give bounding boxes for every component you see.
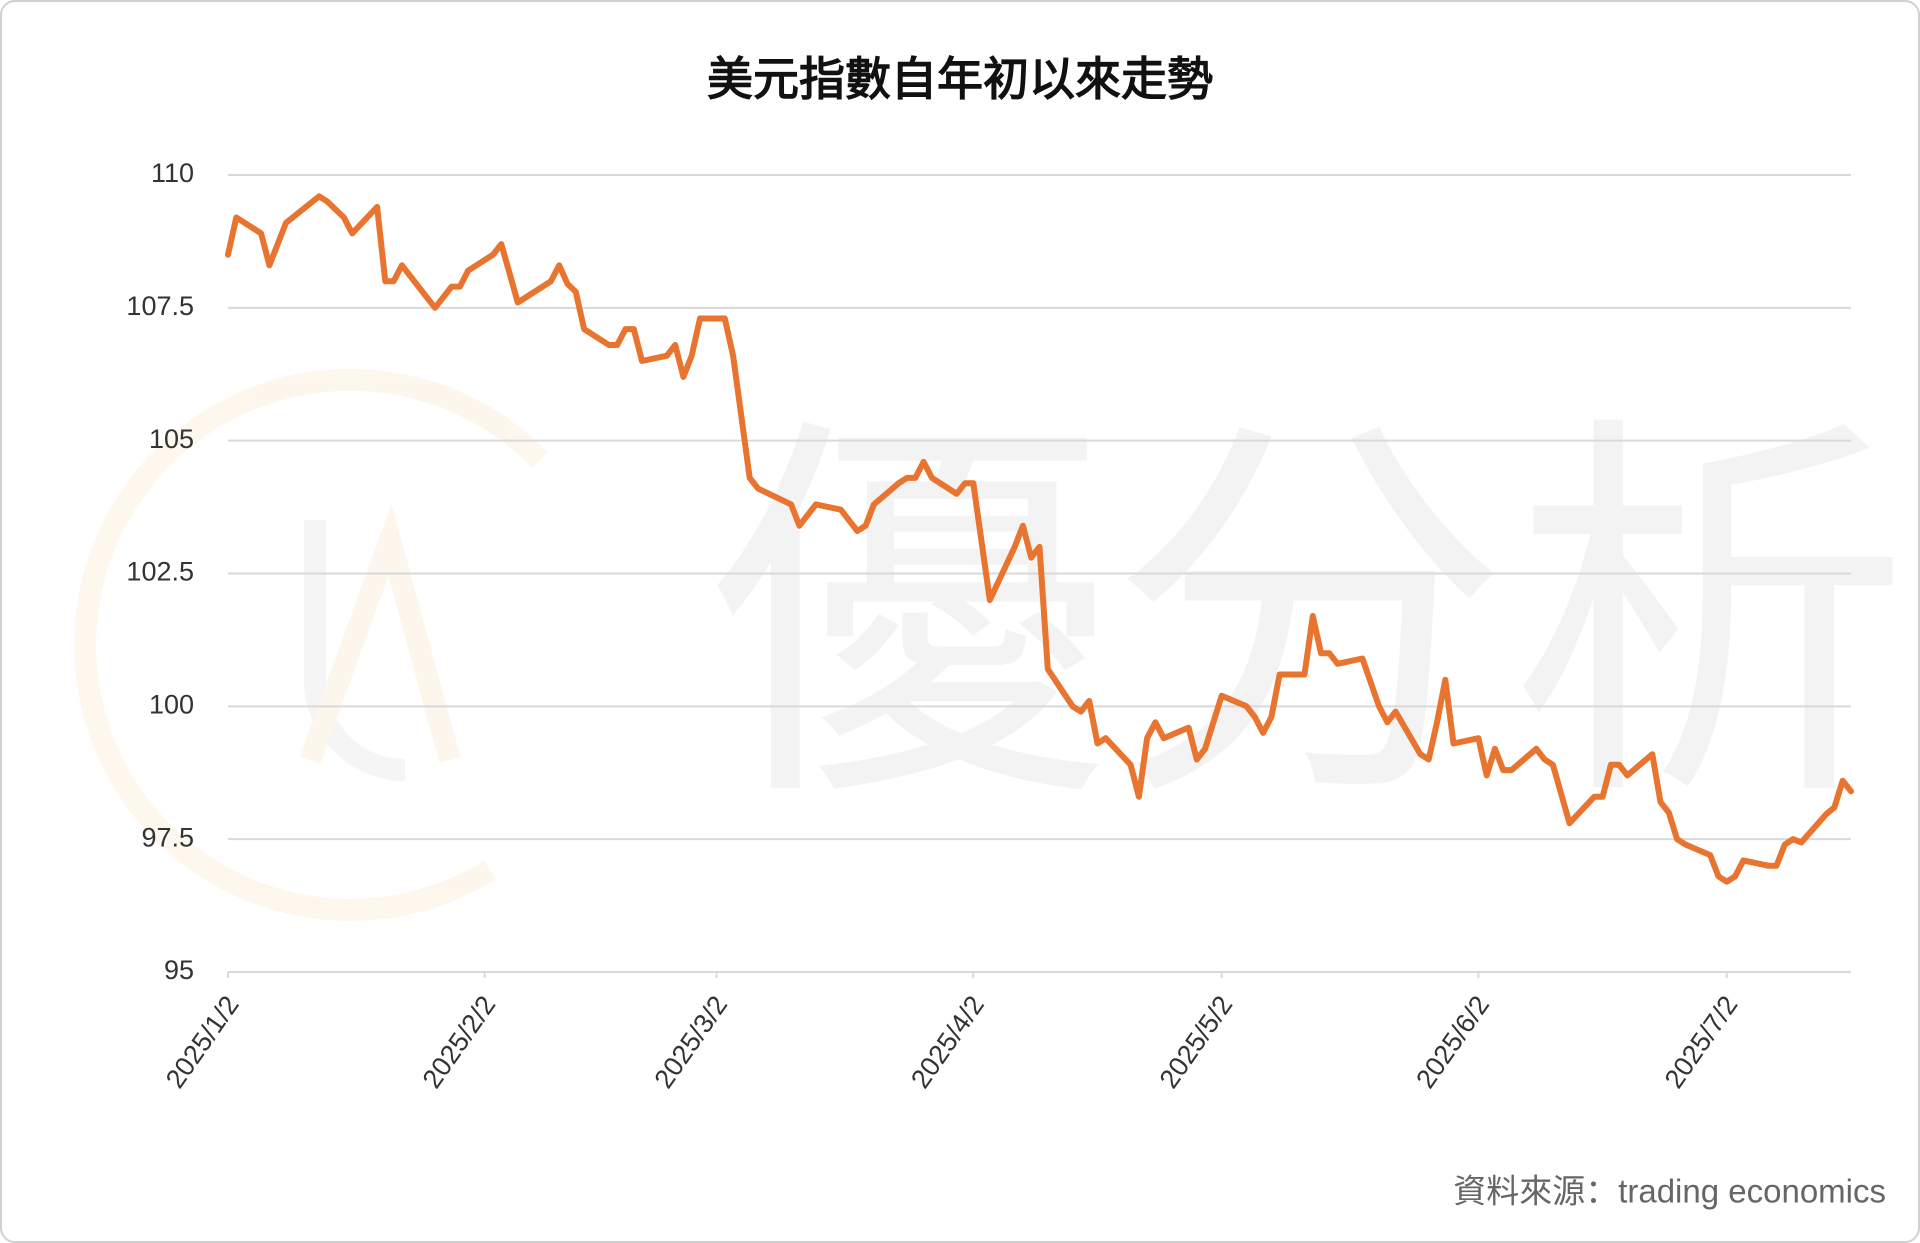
y-tick-label: 100 (149, 689, 194, 719)
y-tick-label: 97.5 (141, 822, 194, 852)
series-line (225, 193, 1854, 885)
y-tick-label: 110 (151, 158, 194, 188)
watermark-logo (74, 368, 548, 921)
chart-title: 美元指數自年初以來走勢 (707, 53, 1213, 105)
source-note: 資料來源：trading economics (1453, 1173, 1886, 1210)
y-tick-label: 105 (149, 424, 194, 454)
y-tick-label: 95 (164, 955, 194, 985)
y-tick-label: 102.5 (126, 557, 194, 587)
y-tick-label: 107.5 (126, 291, 194, 321)
